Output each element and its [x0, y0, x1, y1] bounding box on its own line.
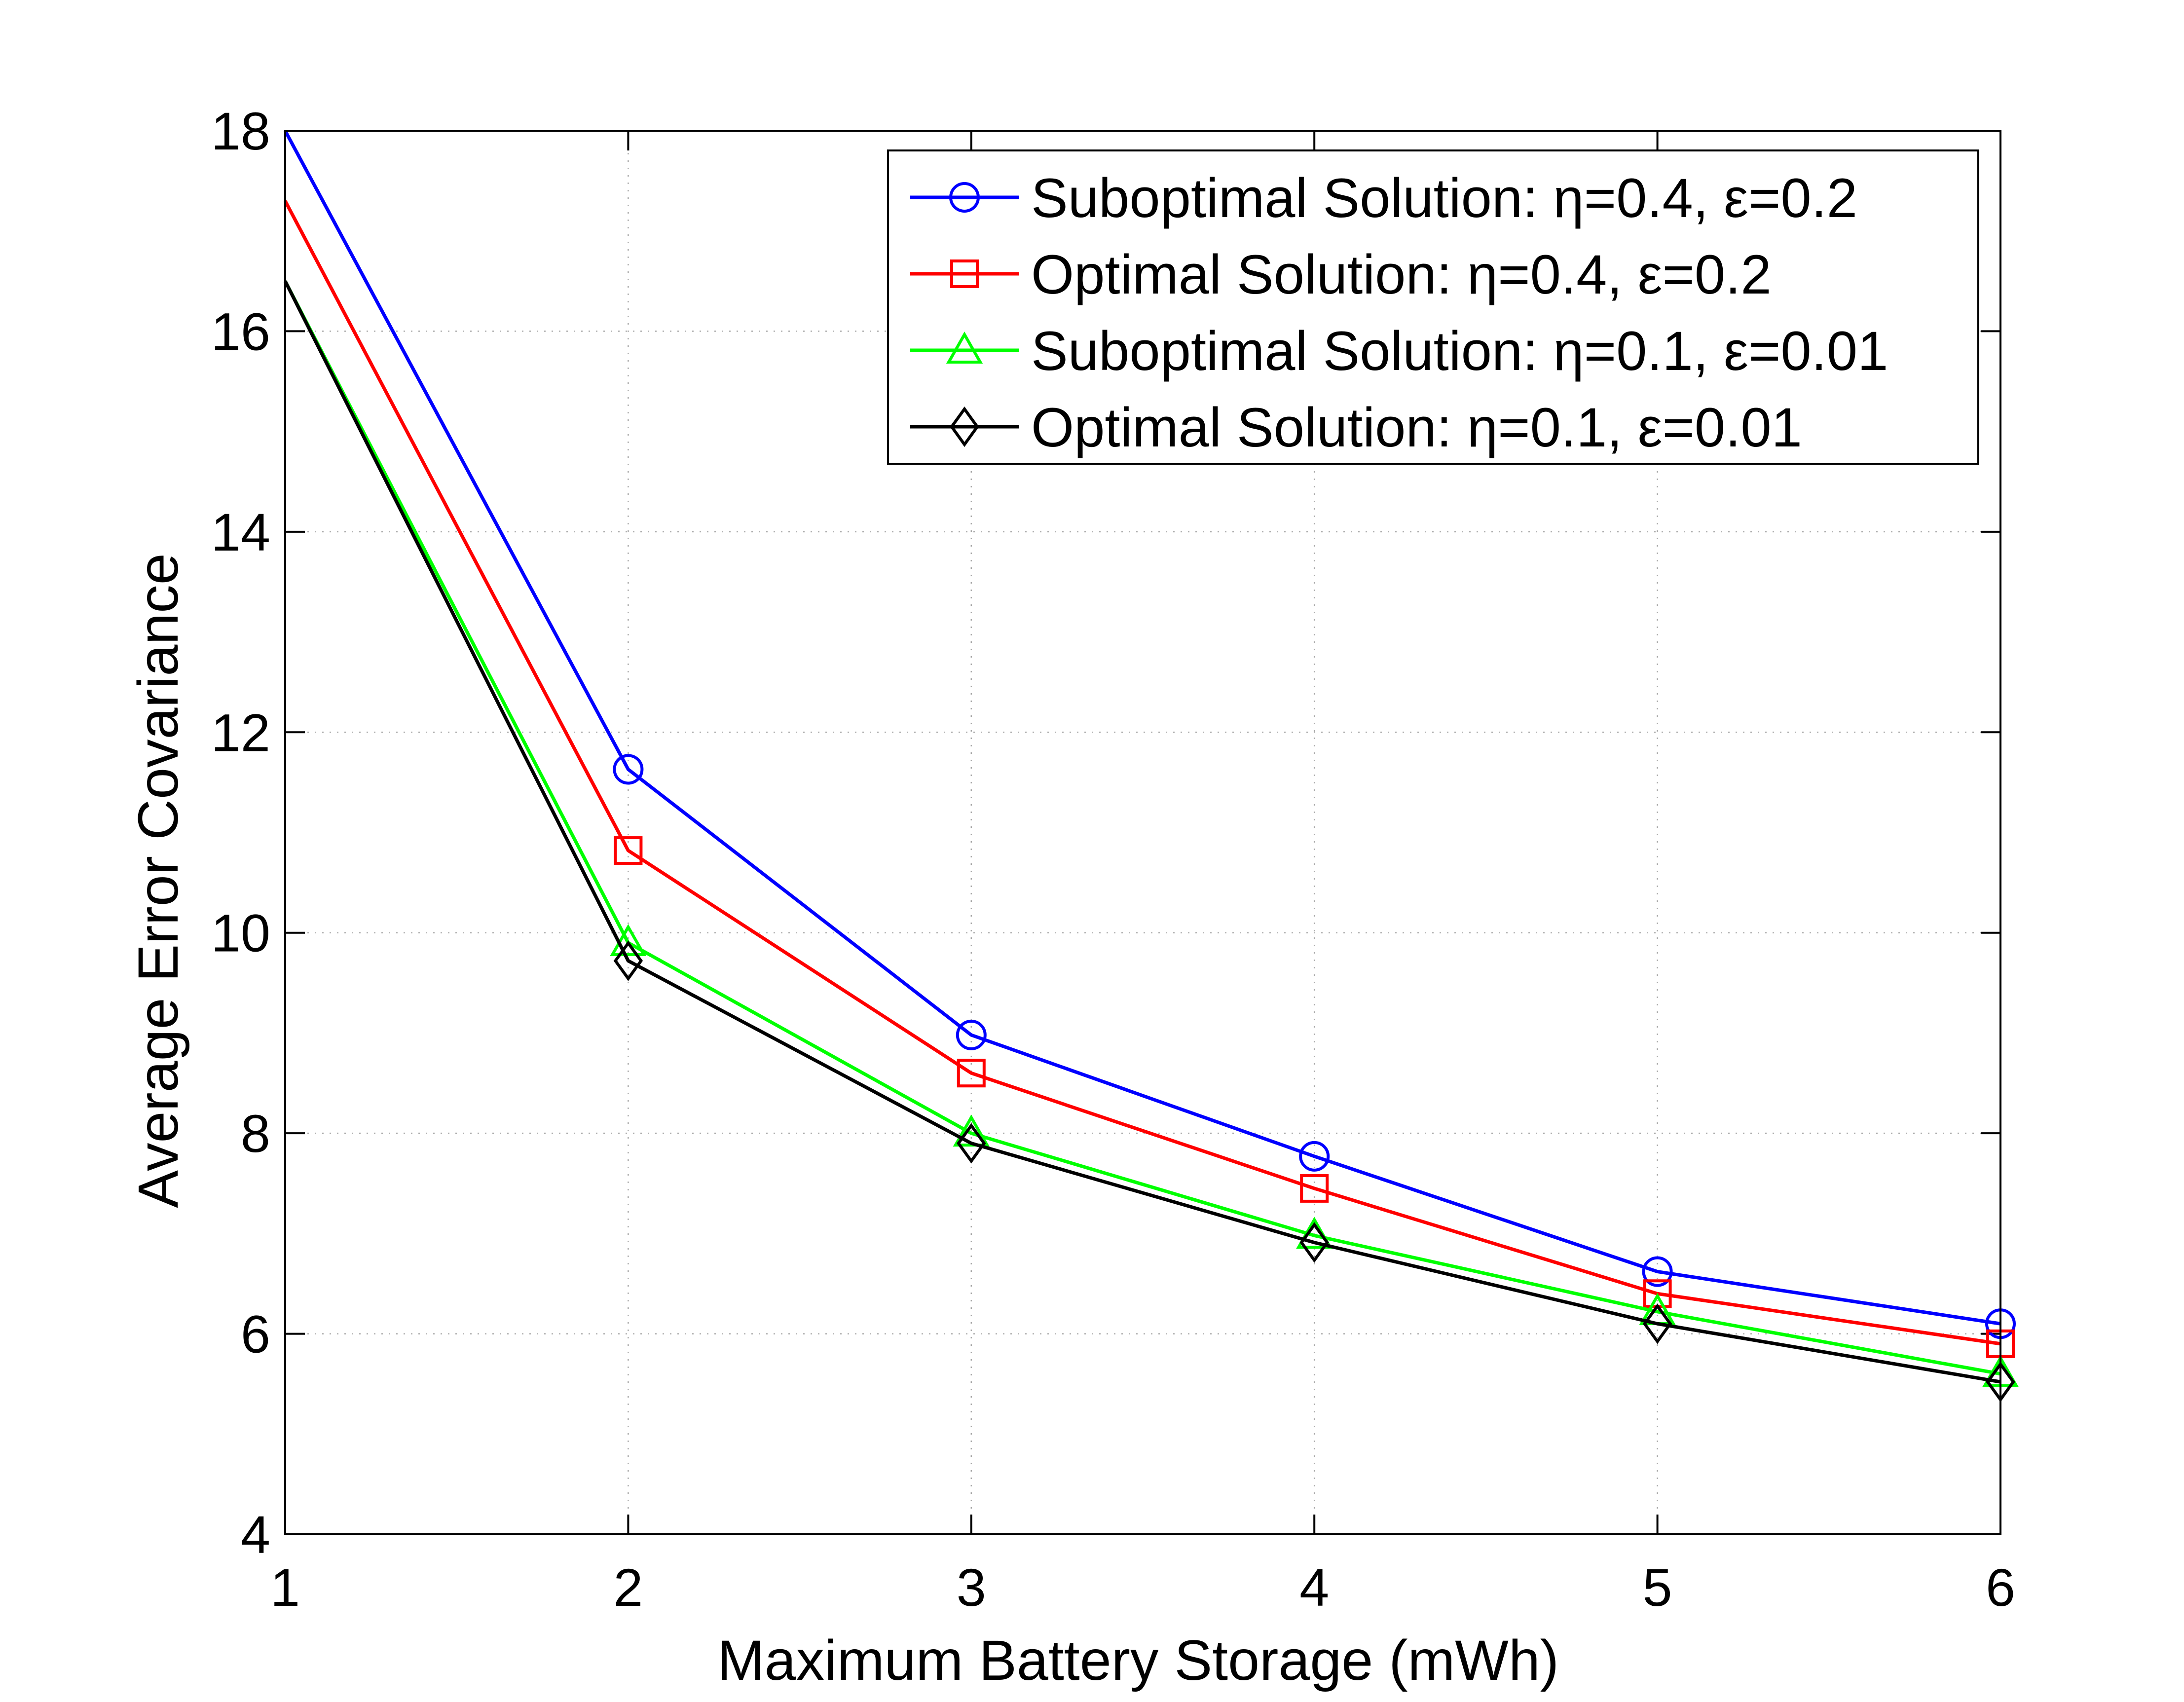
data-point-series-4 — [1299, 1222, 1329, 1263]
data-point-series-1 — [613, 754, 644, 785]
legend-marker-3 — [946, 331, 983, 364]
data-point-series-1 — [1642, 1256, 1673, 1287]
x-tick-label: 3 — [957, 1557, 986, 1617]
x-tick-label: 4 — [1299, 1557, 1329, 1617]
data-point-series-1 — [1299, 1141, 1330, 1172]
data-point-series-1 — [956, 1019, 987, 1050]
x-tick-label: 1 — [270, 1557, 300, 1617]
data-point-series-3 — [610, 924, 647, 957]
y-tick-label: 16 — [211, 301, 270, 361]
series-line-2 — [283, 200, 2001, 1346]
x-axis-label: Maximum Battery Storage (mWh) — [717, 1629, 1559, 1692]
legend-label-4: Optimal Solution: η=0.1, ε=0.01 — [1031, 397, 1802, 458]
legend-marker-2 — [950, 259, 979, 288]
x-tick-label: 2 — [613, 1557, 643, 1617]
y-tick-label: 4 — [241, 1505, 270, 1564]
y-tick-label: 14 — [211, 502, 270, 562]
series-line-4 — [283, 280, 2001, 1384]
legend-label-1: Suboptimal Solution: η=0.4, ε=0.2 — [1031, 167, 1857, 229]
legend-label-2: Optimal Solution: η=0.4, ε=0.2 — [1031, 244, 1772, 305]
legend-marker-1 — [949, 182, 980, 213]
x-tick-label: 6 — [1986, 1557, 2015, 1617]
legend-box — [887, 149, 1979, 465]
data-point-series-4 — [613, 940, 643, 981]
y-tick-label: 6 — [241, 1304, 270, 1364]
series-line-3 — [283, 280, 2001, 1376]
data-point-series-4 — [1642, 1303, 1672, 1344]
x-tick-label: 5 — [1643, 1557, 1672, 1617]
y-tick-label: 18 — [211, 101, 270, 161]
data-point-series-2 — [614, 836, 643, 865]
data-point-series-2 — [1300, 1174, 1329, 1203]
y-tick-label: 10 — [211, 903, 270, 963]
data-point-series-2 — [957, 1059, 986, 1088]
legend-label-3: Suboptimal Solution: η=0.1, ε=0.01 — [1031, 320, 1888, 382]
legend: Suboptimal Solution: η=0.4, ε=0.2 Optimal… — [887, 149, 1979, 465]
y-tick-label: 12 — [211, 703, 270, 762]
legend-marker-4 — [950, 406, 979, 447]
series-line-1 — [283, 130, 2001, 1326]
data-point-series-3 — [953, 1114, 990, 1147]
data-point-series-4 — [957, 1123, 986, 1164]
y-tick-label: 8 — [241, 1104, 270, 1163]
axes-frame — [284, 130, 2001, 1535]
y-axis-label: Average Error Covariance — [127, 553, 190, 1208]
